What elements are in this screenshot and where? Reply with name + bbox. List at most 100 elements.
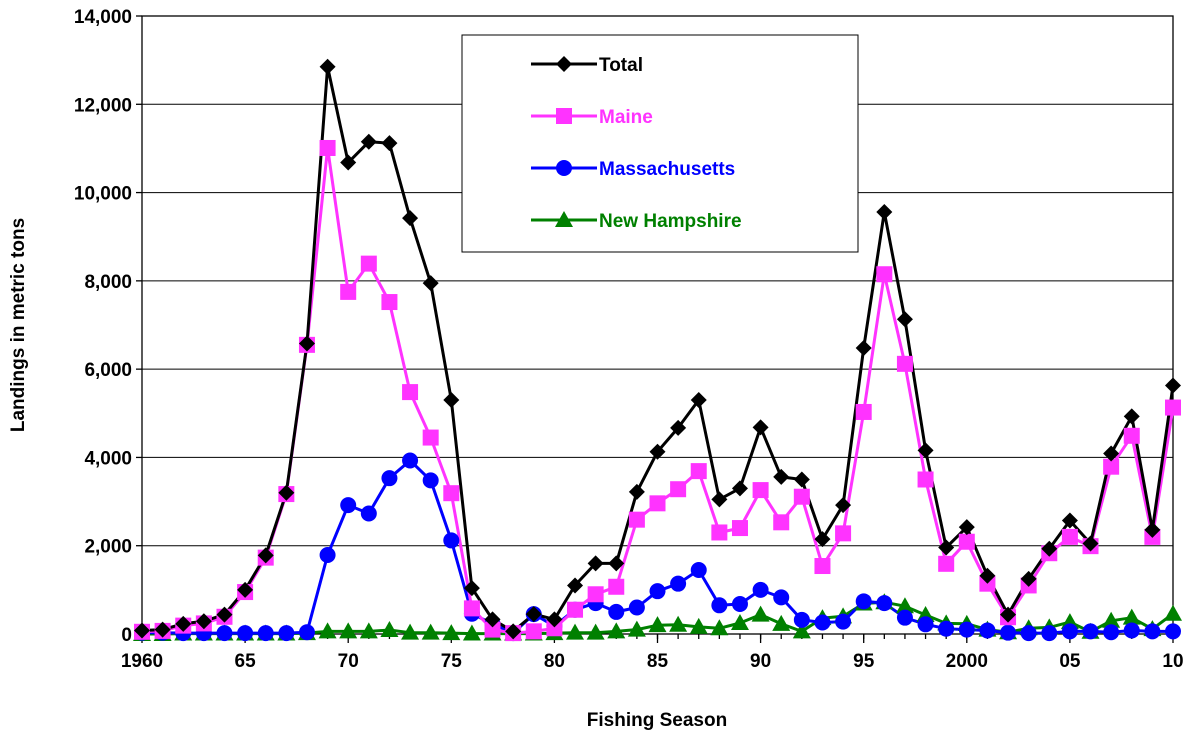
data-point-total (298, 335, 315, 352)
data-point-maine (752, 482, 769, 499)
data-point-massachusetts (731, 595, 748, 612)
data-point-total (422, 275, 439, 292)
data-point-massachusetts (360, 505, 377, 522)
data-point-total (463, 580, 480, 597)
data-point-maine (340, 283, 357, 300)
data-point-total (484, 611, 501, 628)
data-point-new-hampshire (792, 622, 811, 639)
data-point-new-hampshire (730, 613, 749, 630)
data-point-maine (463, 600, 480, 617)
data-point-maine (567, 601, 584, 618)
data-point-new-hampshire (359, 622, 378, 639)
data-point-total (896, 311, 913, 328)
data-point-total (567, 577, 584, 594)
legend-box (461, 34, 859, 253)
y-tick-label: 2,000 (84, 537, 132, 558)
data-point-maine (402, 384, 419, 401)
data-point-total (793, 471, 810, 488)
data-point-total (731, 480, 748, 497)
data-point-massachusetts (1000, 624, 1017, 641)
data-point-new-hampshire (401, 623, 420, 640)
data-point-total (546, 611, 563, 628)
data-point-massachusetts (752, 581, 769, 598)
x-tick-label: 05 (1059, 651, 1081, 672)
x-tick-label: 80 (544, 651, 565, 672)
data-point-total (1000, 606, 1017, 623)
data-point-new-hampshire (1102, 611, 1121, 628)
data-point-total (360, 133, 377, 150)
data-point-maine (1103, 458, 1120, 475)
data-point-total (649, 443, 666, 460)
legend: Total Maine Massachusetts New Hampshire (461, 34, 859, 253)
data-point-total (1144, 521, 1161, 538)
data-point-maine (319, 139, 336, 156)
data-point-total (1123, 408, 1140, 425)
x-tick-label: 70 (338, 651, 359, 672)
data-point-massachusetts (773, 589, 790, 606)
data-point-massachusetts (1123, 622, 1140, 639)
y-tick-label: 0 (121, 625, 132, 646)
data-point-new-hampshire (751, 605, 770, 622)
data-point-maine (587, 586, 604, 603)
data-point-total (1041, 540, 1058, 557)
x-tick-label: 90 (750, 651, 771, 672)
data-point-massachusetts (1061, 623, 1078, 640)
data-point-total (1082, 535, 1099, 552)
x-tick-label: 1960 (121, 651, 163, 672)
data-point-massachusetts (835, 613, 852, 630)
data-point-massachusetts (917, 616, 934, 633)
data-point-massachusetts (1041, 625, 1058, 642)
data-point-maine (917, 471, 934, 488)
data-point-new-hampshire (1164, 604, 1182, 621)
data-point-total (381, 135, 398, 152)
data-point-massachusetts (402, 452, 419, 469)
data-point-total (773, 468, 790, 485)
data-point-maine (958, 533, 975, 550)
x-tick-label: 2000 (946, 651, 988, 672)
data-point-massachusetts (257, 625, 274, 642)
data-point-maine (1165, 399, 1181, 416)
data-point-maine (876, 266, 893, 283)
legend-label-total: Total (599, 55, 643, 76)
data-point-maine (628, 511, 645, 528)
x-tick-label: 65 (235, 651, 257, 672)
y-axis: 0 2,000 4,000 6,000 8,000 10,000 12,000 14,000 (74, 7, 142, 646)
data-point-maine (896, 355, 913, 372)
data-point-maine (608, 578, 625, 595)
y-tick-label: 4,000 (84, 448, 132, 469)
y-tick-label: 12,000 (74, 95, 132, 116)
data-point-new-hampshire (669, 615, 688, 632)
legend-marker-massachusetts (556, 160, 572, 176)
data-point-new-hampshire (607, 622, 626, 639)
data-point-massachusetts (319, 546, 336, 563)
data-point-maine (381, 294, 398, 311)
y-tick-label: 14,000 (74, 7, 132, 28)
data-point-total (814, 531, 831, 548)
data-point-massachusetts (876, 595, 893, 612)
data-point-total (505, 623, 522, 640)
data-point-total (257, 547, 274, 564)
x-tick-label: 10 (1162, 651, 1183, 672)
series-markers (133, 58, 1182, 642)
data-point-total (319, 58, 336, 75)
data-point-massachusetts (938, 620, 955, 637)
data-point-maine (360, 255, 377, 272)
data-point-total (608, 555, 625, 572)
data-point-massachusetts (855, 593, 872, 610)
data-point-total (670, 419, 687, 436)
data-point-total (195, 613, 212, 630)
data-point-massachusetts (979, 622, 996, 639)
legend-marker-new-hampshire (555, 211, 573, 227)
data-point-massachusetts (1082, 623, 1099, 640)
data-point-massachusetts (1103, 624, 1120, 641)
data-point-massachusetts (649, 583, 666, 600)
data-point-new-hampshire (586, 623, 605, 640)
x-tick-label: 95 (853, 651, 875, 672)
data-point-total (1020, 570, 1037, 587)
data-point-new-hampshire (462, 624, 481, 641)
data-point-new-hampshire (380, 621, 399, 638)
data-point-total (134, 622, 150, 639)
data-point-massachusetts (896, 609, 913, 626)
data-point-total (835, 497, 852, 514)
data-point-massachusetts (608, 603, 625, 620)
